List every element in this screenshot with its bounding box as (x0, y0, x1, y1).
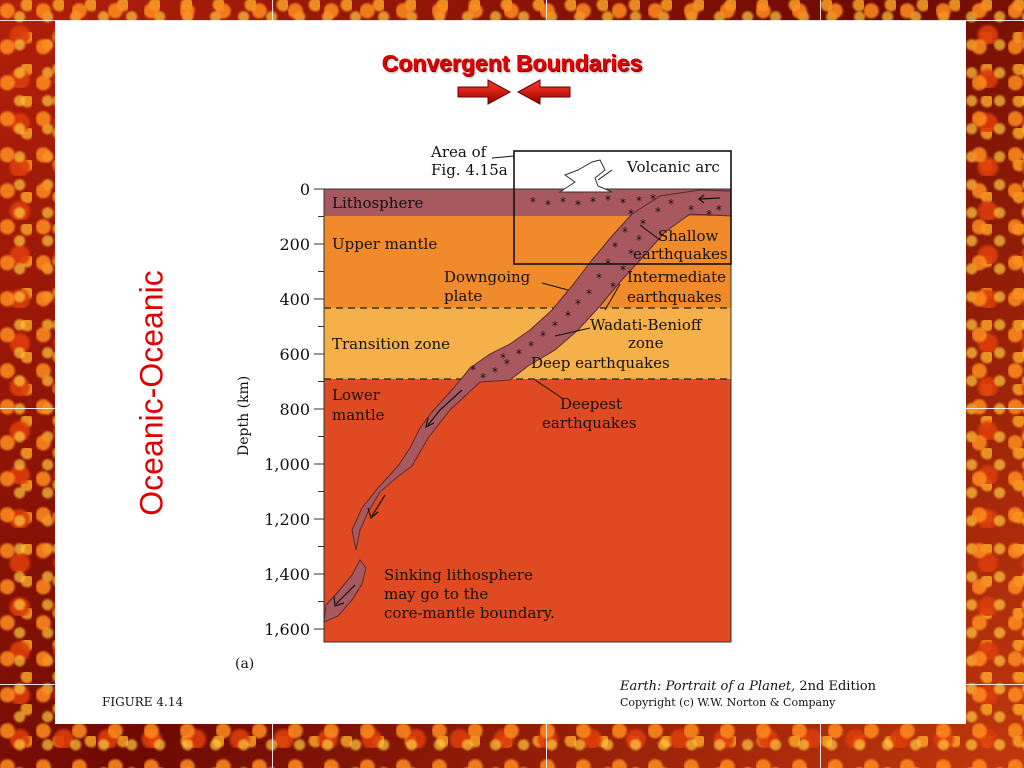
earthquake-marker: * (504, 357, 510, 371)
lower-mantle-label-2: mantle (332, 406, 385, 424)
slide-title: Convergent Boundaries (381, 50, 643, 76)
intermediate-earthquakes-label-2: earthquakes (627, 288, 722, 306)
earthquake-marker: * (565, 309, 571, 323)
shallow-earthquakes-label-2: earthquakes (633, 245, 728, 263)
area-of-label-2: Fig. 4.15a (431, 161, 508, 179)
earthquake-marker: * (586, 287, 592, 301)
earthquake-marker: * (545, 198, 551, 212)
earthquake-marker: * (628, 207, 634, 221)
earthquake-marker: * (590, 195, 596, 209)
volcanic-arc-label: Volcanic arc (626, 158, 720, 176)
earthquake-marker: * (620, 196, 626, 210)
figure-number: FIGURE 4.14 (102, 695, 183, 709)
earthquake-marker: * (492, 365, 498, 379)
arrow-icon (371, 494, 386, 517)
convergence-arrows (457, 79, 571, 105)
area-leader-line (491, 155, 515, 159)
earthquake-marker: * (706, 208, 712, 222)
downgoing-plate-label-2: plate (444, 287, 482, 305)
book-title: Earth: Portrait of a Planet, (619, 679, 795, 694)
depth-tick-label: 1,000 (264, 455, 310, 474)
earthquake-marker: * (610, 280, 616, 294)
lower-mantle-label: Lower (332, 386, 381, 404)
arrow-icon (699, 197, 721, 200)
panel-label: (a) (235, 656, 254, 672)
depth-tick-label: 0 (300, 180, 310, 199)
earthquake-marker: * (560, 195, 566, 209)
depth-tick-label: 600 (279, 345, 310, 364)
depth-axis: 0 200 400 600 800 1,000 1,200 1,400 1,600 (264, 180, 325, 639)
area-of-figure-box (513, 150, 732, 265)
depth-tick-label: 1,400 (264, 565, 310, 584)
area-of-label: Area of (430, 143, 488, 161)
intermediate-earthquakes-label: Intermediate (627, 268, 726, 286)
earthquake-marker: * (528, 339, 534, 353)
earthquake-marker: * (470, 363, 476, 377)
earthquake-marker: * (596, 271, 602, 285)
earthquake-marker: * (605, 257, 611, 271)
leader-line (604, 283, 621, 311)
leader-line (639, 224, 661, 241)
volcano-icon (558, 159, 613, 193)
wadati-benioff-label: Wadati-Benioff (590, 316, 703, 334)
earthquake-marker: * (628, 247, 634, 261)
earthquake-marker: * (575, 198, 581, 212)
flow-arrows (333, 194, 721, 607)
depth-tick-label: 800 (279, 400, 310, 419)
upper-mantle-label: Upper mantle (332, 235, 437, 253)
earthquake-marker: * (480, 371, 486, 385)
earthquake-marker: * (530, 195, 536, 209)
earthquake-marker: * (516, 347, 522, 361)
deep-earthquakes-label: Deep earthquakes (531, 354, 670, 372)
deepest-earthquakes-label-2: earthquakes (542, 414, 637, 432)
sinking-lithosphere-label-2: may go to the (384, 585, 488, 603)
earthquake-marker: * (605, 193, 611, 207)
leader-line (534, 379, 563, 399)
earthquake-marker: * (575, 297, 581, 311)
depth-axis-label: Depth (km) (236, 376, 252, 456)
depth-tick-label: 1,600 (264, 620, 310, 639)
downgoing-slab (351, 189, 732, 551)
arrow-icon (427, 389, 463, 426)
wadati-benioff-label-2: zone (628, 334, 664, 352)
earthquake-marker: * (636, 233, 642, 247)
sinking-lithosphere-label-3: core-mantle boundary. (384, 604, 555, 622)
earthquake-marker: * (688, 203, 694, 217)
downgoing-plate-label: Downgoing (444, 268, 531, 286)
transition-zone-label: Transition zone (332, 335, 450, 353)
grid-line (0, 20, 1024, 21)
earthquake-marker: * (500, 351, 506, 365)
earthquake-marker: * (612, 240, 618, 254)
deepest-earthquakes-label: Deepest (560, 395, 622, 413)
earthquake-marker: * (655, 205, 661, 219)
earthquake-markers: * * * * * * * * * * * * ******* ** *************** (470, 192, 722, 385)
shallow-earthquakes-label: Shallow (658, 227, 719, 245)
leader-line (597, 169, 613, 181)
book-citation: Earth: Portrait of a Planet, 2nd Edition (619, 679, 877, 694)
lower-mantle-layer (324, 379, 731, 642)
earthquake-marker: * (716, 203, 722, 217)
depth-tick-label: 400 (279, 290, 310, 309)
book-edition: 2nd Edition (795, 679, 876, 694)
right-arrow-icon (457, 79, 512, 105)
earthquake-marker: * (636, 194, 642, 208)
lithosphere-label: Lithosphere (332, 194, 423, 212)
depth-tick-label: 200 (279, 235, 310, 254)
depth-tick-label: 1,200 (264, 510, 310, 529)
leader-line (554, 327, 591, 337)
earthquake-marker: * (668, 197, 674, 211)
earthquake-marker: * (620, 263, 626, 277)
copyright-text: Copyright (c) W.W. Norton & Company (620, 696, 836, 709)
earthquake-marker: * (640, 217, 646, 231)
earthquake-marker: * (540, 329, 546, 343)
left-arrow-icon (516, 79, 571, 105)
sinking-lithosphere-label: Sinking lithosphere (384, 566, 533, 584)
leader-line (541, 282, 569, 291)
earthquake-marker: * (622, 225, 628, 239)
earthquake-marker: * (650, 192, 656, 206)
arrow-icon (335, 584, 356, 605)
earthquake-marker: * (552, 319, 558, 333)
